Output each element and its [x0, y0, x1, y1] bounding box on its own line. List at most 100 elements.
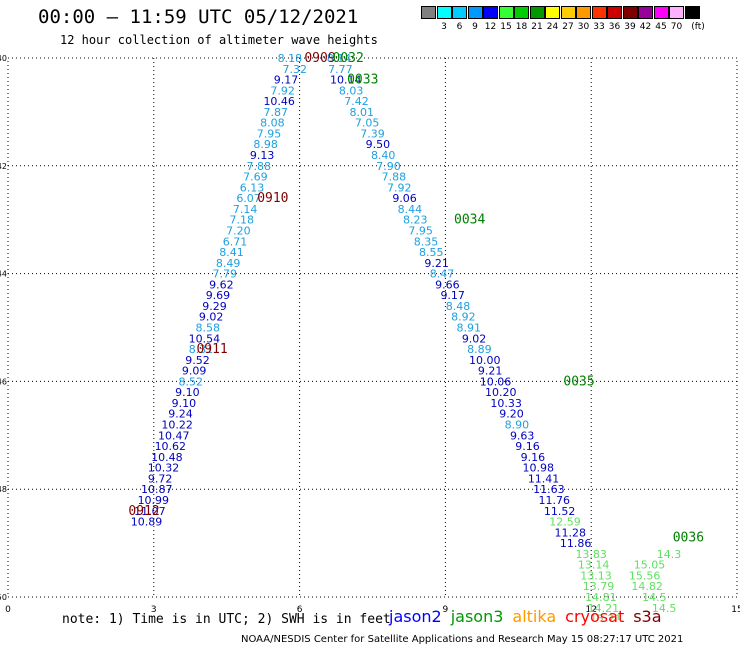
wave-height-value: 9.10 — [175, 386, 200, 399]
wave-height-value: 9.20 — [499, 408, 524, 421]
color-cell-label: 9 — [472, 22, 478, 32]
color-cell-label: 27 — [562, 22, 574, 32]
color-cell — [576, 6, 591, 19]
wave-height-value: 8.03 — [339, 84, 364, 97]
wave-height-value: 10.46 — [263, 95, 295, 108]
wave-height-value: 11.52 — [544, 505, 576, 518]
pass-time-label: 0035 — [563, 374, 594, 389]
wave-height-value: 8.31 — [189, 343, 214, 356]
wave-height-value: 10.99 — [138, 494, 170, 507]
color-cell-label: 33 — [593, 22, 605, 32]
wave-height-value: 7.88 — [247, 160, 272, 173]
color-cell — [421, 6, 436, 19]
wave-height-value: 9.72 — [148, 472, 173, 485]
wave-height-value: 8.14 — [327, 52, 352, 65]
wave-height-value: 13.83 — [575, 548, 607, 561]
color-cell-label: 6 — [456, 22, 463, 32]
wave-height-value: 7.92 — [270, 84, 295, 97]
wave-height-value: 8.08 — [260, 117, 285, 130]
wave-height-value: 9.21 — [478, 365, 503, 378]
wave-height-value: 8.40 — [371, 149, 396, 162]
chart-subtitle: 12 hour collection of altimeter wave hei… — [60, 33, 378, 47]
wave-height-value: 8.01 — [350, 106, 375, 119]
color-cell — [514, 6, 529, 19]
wave-height-value: 8.48 — [446, 300, 471, 313]
wave-height-value: 10.62 — [155, 440, 187, 453]
wave-height-value: 14.82 — [631, 580, 663, 593]
wave-height-value: 7.95 — [408, 224, 433, 237]
wave-height-value: 11.63 — [533, 483, 565, 496]
x-tick-label: 9 — [443, 605, 449, 615]
wave-height-value: 7.20 — [226, 224, 251, 237]
wave-height-value: 10.47 — [158, 429, 190, 442]
wave-height-value: 8.92 — [451, 311, 476, 324]
color-cell-label: 12 — [484, 22, 497, 32]
wave-height-value: 10.06 — [480, 375, 512, 388]
wave-height-value: 9.24 — [168, 408, 193, 421]
wave-height-value: 9.29 — [202, 300, 227, 313]
plot-frame — [7, 57, 738, 598]
x-tick-label: 0 — [5, 605, 11, 615]
color-cell-label: 30 — [577, 22, 590, 32]
color-cell-label: 21 — [531, 22, 543, 32]
wave-height-value: 6.13 — [240, 181, 265, 194]
wave-height-value: 9.02 — [199, 311, 224, 324]
x-tick-label: 15 — [731, 605, 740, 615]
wave-height-value: 9.16 — [521, 451, 546, 464]
pass-time-label: 0910 — [257, 191, 288, 206]
wave-height-value: 11.76 — [539, 494, 571, 507]
wave-height-value: 10.48 — [151, 451, 183, 464]
color-cell-label: 36 — [608, 22, 621, 32]
satellite-legend: jason2 jason3 altika cryosat s3a — [389, 607, 671, 626]
wave-height-value: 9.52 — [185, 354, 210, 367]
pass-time-label: 0909 — [304, 51, 335, 66]
wave-height-value: 8.47 — [430, 268, 455, 281]
wave-height-value: 7.92 — [387, 181, 412, 194]
wave-height-value: 8.98 — [253, 138, 278, 151]
legend-item: jason3 — [450, 607, 504, 626]
wave-height-value: 11.07 — [134, 505, 166, 518]
wave-height-value: 8.44 — [398, 203, 423, 216]
color-cell — [607, 6, 622, 19]
wave-height-value: 7.95 — [257, 127, 282, 140]
wave-height-value: 14.5 — [652, 602, 677, 615]
wave-height-value: 9.62 — [209, 278, 234, 291]
wave-height-value: 6.07 — [236, 192, 261, 205]
wave-height-value: 10.14 — [330, 74, 362, 87]
wave-height-value: 8.35 — [414, 235, 439, 248]
x-tick-label: 3 — [151, 605, 157, 615]
color-cell — [622, 6, 638, 19]
wave-height-value: 7.18 — [230, 214, 255, 227]
wave-height-value: 14.3 — [657, 548, 682, 561]
wave-height-value: 10.22 — [161, 419, 193, 432]
wave-height-value: 10.98 — [522, 462, 554, 475]
wave-height-value: 12.59 — [549, 516, 581, 529]
x-tick-label: 12 — [585, 605, 596, 615]
color-cell-label: 70 — [670, 22, 683, 32]
wave-height-value: 7.79 — [213, 268, 238, 281]
wave-height-value: 7.05 — [355, 117, 380, 130]
pass-time-label: 0034 — [454, 213, 485, 228]
wave-height-value: 9.02 — [462, 332, 487, 345]
chart-note: note: 1) Time is in UTC; 2) SWH is in fe… — [62, 612, 391, 627]
color-cell — [452, 6, 467, 19]
color-cell — [467, 6, 483, 19]
wave-height-value: 7.90 — [376, 160, 401, 173]
wave-height-value: 8.23 — [403, 214, 428, 227]
wave-height-value: 8.49 — [216, 257, 241, 270]
wave-height-value: 10.32 — [148, 462, 180, 475]
y-tick-label: -50 — [0, 593, 7, 602]
wave-height-value: 14.21 — [588, 602, 620, 615]
chart-title: 00:00 – 11:59 UTC 05/12/2021 — [38, 6, 359, 28]
wave-height-value: 7.77 — [328, 63, 353, 76]
wave-height-value: 13.79 — [583, 580, 615, 593]
wave-height-value: 11.28 — [555, 526, 587, 539]
wave-height-value: 15.21 — [590, 613, 622, 620]
wave-height-value: 8.89 — [467, 343, 492, 356]
wave-height-value: 9.50 — [366, 138, 391, 151]
color-cell — [529, 6, 545, 19]
pass-time-label: 0033 — [347, 73, 378, 88]
color-cell-label: 3 — [441, 22, 447, 32]
wave-height-value: 8.52 — [178, 375, 203, 388]
